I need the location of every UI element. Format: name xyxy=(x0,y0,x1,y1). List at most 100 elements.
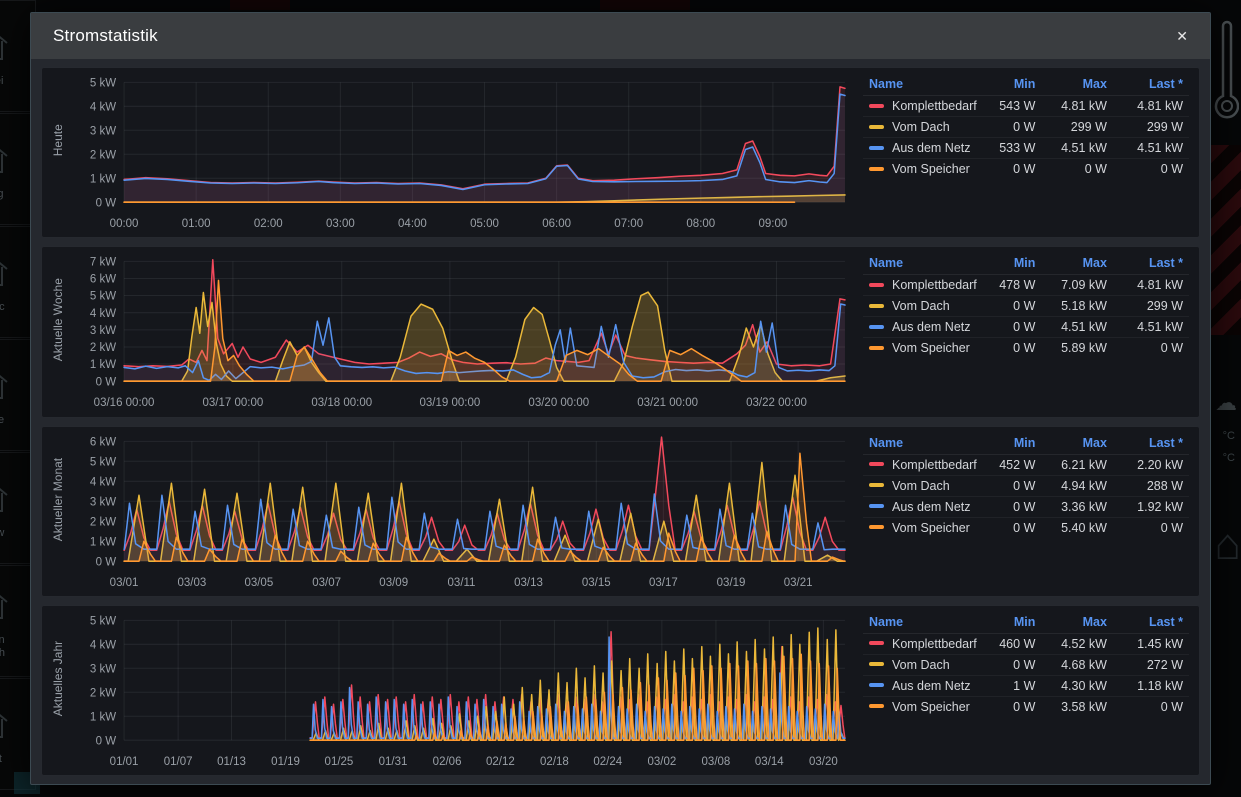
series-color-swatch xyxy=(869,303,884,308)
svg-text:01/13: 01/13 xyxy=(217,755,246,768)
y-axis-title: Heute xyxy=(51,124,65,157)
svg-text:03/15: 03/15 xyxy=(582,575,611,588)
svg-text:0 W: 0 W xyxy=(96,555,116,568)
series-name: Aus dem Netz xyxy=(892,320,971,335)
svg-text:02/24: 02/24 xyxy=(593,755,622,768)
series-min: 0 W xyxy=(982,158,1042,179)
legend-row[interactable]: Vom Speicher 0 W 3.58 kW 0 W xyxy=(863,695,1189,717)
series-color-swatch xyxy=(869,324,884,329)
dialog-body: Heute 5 kW 4 kW 3 kW 2 kW 1 kW 0 W 00:00 01:00 0… xyxy=(31,59,1210,784)
timeseries-chart-aktuelles-jahr[interactable]: 5 kW 4 kW 3 kW 2 kW 1 kW 0 W 01/01 01/07 01/13 01… xyxy=(70,610,851,773)
legend-row[interactable]: Komplettbedarf 460 W 4.52 kW 1.45 kW xyxy=(863,633,1189,654)
series-name: Vom Dach xyxy=(892,299,950,314)
legend-row[interactable]: Vom Dach 0 W 4.68 kW 272 W xyxy=(863,653,1189,676)
series-last: 299 W xyxy=(1112,295,1189,317)
svg-text:03/21 00:00: 03/21 00:00 xyxy=(637,396,698,409)
series-max: 4.51 kW xyxy=(1041,137,1113,159)
legend-header-min[interactable]: Min xyxy=(982,74,1042,96)
series-name: Aus dem Netz xyxy=(892,141,971,155)
series-max: 5.18 kW xyxy=(1041,295,1113,317)
legend-header-name[interactable]: Name xyxy=(863,253,983,276)
legend-header-max[interactable]: Max xyxy=(1041,611,1113,634)
series-min: 452 W xyxy=(999,457,1036,472)
legend-table-aktuelle-woche: Name Min Max Last * Komplettbedarf 478 W 7.09 … xyxy=(851,251,1193,414)
legend-row[interactable]: Aus dem Netz 0 W 4.51 kW 4.51 kW xyxy=(863,316,1189,338)
legend-row[interactable]: Vom Speicher 0 W 5.89 kW 0 W xyxy=(863,337,1189,359)
svg-text:03/21: 03/21 xyxy=(784,575,813,588)
legend-row[interactable]: Vom Dach 0 W 4.94 kW 288 W xyxy=(863,474,1189,496)
legend-header-name[interactable]: Name xyxy=(863,611,983,634)
series-min: 0 W xyxy=(982,653,1042,676)
legend-header-min[interactable]: Min xyxy=(982,432,1042,455)
series-color-swatch xyxy=(869,662,884,667)
legend-header-max[interactable]: Max xyxy=(1041,74,1113,96)
house-icon xyxy=(0,137,12,182)
legend-header-name[interactable]: Name xyxy=(863,432,983,455)
legend-row[interactable]: Komplettbedarf 543 W 4.81 kW 4.81 kW xyxy=(863,96,1189,117)
svg-text:6 kW: 6 kW xyxy=(90,273,116,286)
svg-text:01/07: 01/07 xyxy=(164,755,193,768)
svg-text:03/14: 03/14 xyxy=(755,755,784,768)
series-last: 0 W xyxy=(1112,337,1189,359)
svg-text:03/13: 03/13 xyxy=(514,575,543,588)
series-last: 272 W xyxy=(1112,653,1189,676)
legend-header-name[interactable]: Name xyxy=(863,74,983,96)
timeseries-chart-aktuelle-woche[interactable]: 7 kW 6 kW 5 kW 4 kW 3 kW 2 kW 1 kW 0 W 03/16 00:… xyxy=(70,251,851,414)
series-last: 1.45 kW xyxy=(1137,636,1183,651)
legend-header-last[interactable]: Last * xyxy=(1112,74,1189,96)
legend-row[interactable]: Aus dem Netz 0 W 3.36 kW 1.92 kW xyxy=(863,495,1189,517)
legend-header-last[interactable]: Last * xyxy=(1112,432,1189,455)
svg-text:0 W: 0 W xyxy=(96,734,116,747)
series-name: Komplettbedarf xyxy=(892,457,977,472)
svg-text:4 kW: 4 kW xyxy=(90,638,116,651)
svg-text:03/02: 03/02 xyxy=(647,755,676,768)
svg-text:4 kW: 4 kW xyxy=(90,307,116,320)
legend-row[interactable]: Komplettbedarf 478 W 7.09 kW 4.81 kW xyxy=(863,275,1189,296)
legend-row[interactable]: Vom Dach 0 W 299 W 299 W xyxy=(863,116,1189,138)
legend-header-max[interactable]: Max xyxy=(1041,253,1113,276)
timeseries-chart-heute[interactable]: 5 kW 4 kW 3 kW 2 kW 1 kW 0 W 00:00 01:00 02:00 03… xyxy=(70,72,851,235)
series-last: 4.81 kW xyxy=(1137,99,1183,113)
svg-text:01/25: 01/25 xyxy=(325,755,354,768)
svg-text:03/19 00:00: 03/19 00:00 xyxy=(419,396,480,409)
legend-row[interactable]: Aus dem Netz 1 W 4.30 kW 1.18 kW xyxy=(863,674,1189,697)
timeseries-chart-aktueller-monat[interactable]: 6 kW 5 kW 4 kW 3 kW 2 kW 1 kW 0 W 03/01 03/03 03/… xyxy=(70,431,851,594)
series-last: 0 W xyxy=(1112,516,1189,538)
room-label: artsei xyxy=(0,75,4,87)
legend-header-max[interactable]: Max xyxy=(1041,432,1113,455)
svg-text:0 W: 0 W xyxy=(96,196,116,209)
svg-text:03:00: 03:00 xyxy=(326,217,355,230)
legend-row[interactable]: Vom Dach 0 W 5.18 kW 299 W xyxy=(863,295,1189,317)
dialog-title: Stromstatistik xyxy=(53,26,158,45)
series-name: Aus dem Netz xyxy=(892,678,971,693)
svg-text:01/01: 01/01 xyxy=(110,755,139,768)
house-icon xyxy=(0,476,12,521)
background-smudge xyxy=(230,0,290,10)
svg-text:5 kW: 5 kW xyxy=(90,455,116,468)
series-last: 4.51 kW xyxy=(1112,137,1189,159)
svg-text:3 kW: 3 kW xyxy=(90,124,116,137)
series-max: 3.36 kW xyxy=(1041,495,1113,517)
series-max: 5.89 kW xyxy=(1041,337,1113,359)
legend-header-last[interactable]: Last * xyxy=(1112,611,1189,634)
series-min: 0 W xyxy=(982,337,1042,359)
legend-row[interactable]: Vom Speicher 0 W 5.40 kW 0 W xyxy=(863,516,1189,538)
series-last: 4.81 kW xyxy=(1137,278,1183,293)
legend-header-min[interactable]: Min xyxy=(982,253,1042,276)
svg-text:07:00: 07:00 xyxy=(614,217,643,230)
series-last: 299 W xyxy=(1112,116,1189,138)
series-color-swatch xyxy=(869,504,884,509)
close-icon[interactable]: ✕ xyxy=(1176,27,1188,44)
series-last: 1.18 kW xyxy=(1112,674,1189,697)
house-icon xyxy=(0,24,12,69)
legend-header-min[interactable]: Min xyxy=(982,611,1042,634)
legend-row[interactable]: Komplettbedarf 452 W 6.21 kW 2.20 kW xyxy=(863,454,1189,475)
legend-row[interactable]: Aus dem Netz 533 W 4.51 kW 4.51 kW xyxy=(863,137,1189,159)
legend-header-last[interactable]: Last * xyxy=(1112,253,1189,276)
svg-text:03/18 00:00: 03/18 00:00 xyxy=(311,396,372,409)
series-color-swatch xyxy=(869,525,884,530)
series-max: 6.21 kW xyxy=(1061,457,1107,472)
svg-text:4 kW: 4 kW xyxy=(90,475,116,488)
series-max: 0 W xyxy=(1041,158,1113,179)
